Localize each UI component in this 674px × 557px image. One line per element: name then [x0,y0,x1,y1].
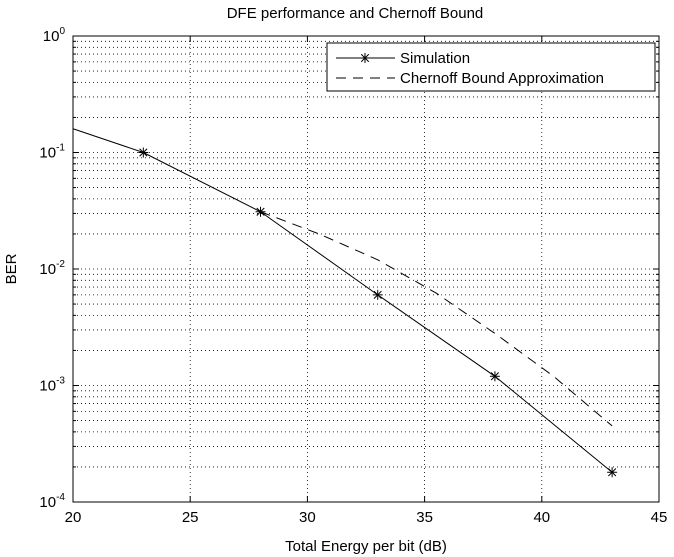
x-tick-label: 35 [416,509,433,526]
x-tick-label: 25 [182,509,199,526]
legend-simulation-label: Simulation [400,50,470,67]
legend-simulation-marker [360,53,370,63]
asterisk-stroke [608,468,617,477]
asterisk-stroke [139,148,148,157]
y-tick-label: 100 [43,26,66,45]
x-tick-label: 30 [299,509,316,526]
series-layer [72,128,618,478]
asterisk-stroke [490,372,500,381]
data-point-simulation [489,371,500,382]
data-point-simulation [138,147,149,158]
x-axis-label: Total Energy per bit (dB) [285,538,447,555]
asterisk-stroke [256,207,265,216]
data-point-simulation [607,467,618,478]
data-point-simulation [372,289,383,300]
series-line-simulation [72,128,613,473]
data-point-simulation [255,206,266,217]
asterisk-stroke [360,53,370,63]
x-tick-label: 40 [533,509,550,526]
chart-title: DFE performance and Chernoff Bound [227,5,484,22]
series-line-chernoff [260,211,613,427]
legend: Simulation Chernoff Bound Approximation [326,42,656,92]
x-axis-ticks: 20 25 30 35 40 45 [65,36,668,526]
y-tick-label: 10-1 [39,143,65,162]
y-tick-label: 10-2 [39,259,65,278]
legend-chernoff-label: Chernoff Bound Approximation [400,70,604,87]
y-tick-label: 10-3 [39,376,65,395]
y-axis-label: BER [3,253,20,284]
x-tick-label: 45 [651,509,668,526]
asterisk-stroke [373,290,382,299]
y-tick-label: 10-4 [39,492,65,511]
legend-asterisk [360,53,370,63]
y-axis-ticks: 100 10-1 10-2 10-3 10-4 [39,26,659,511]
legend-box [326,42,656,92]
x-tick-label: 20 [65,509,82,526]
